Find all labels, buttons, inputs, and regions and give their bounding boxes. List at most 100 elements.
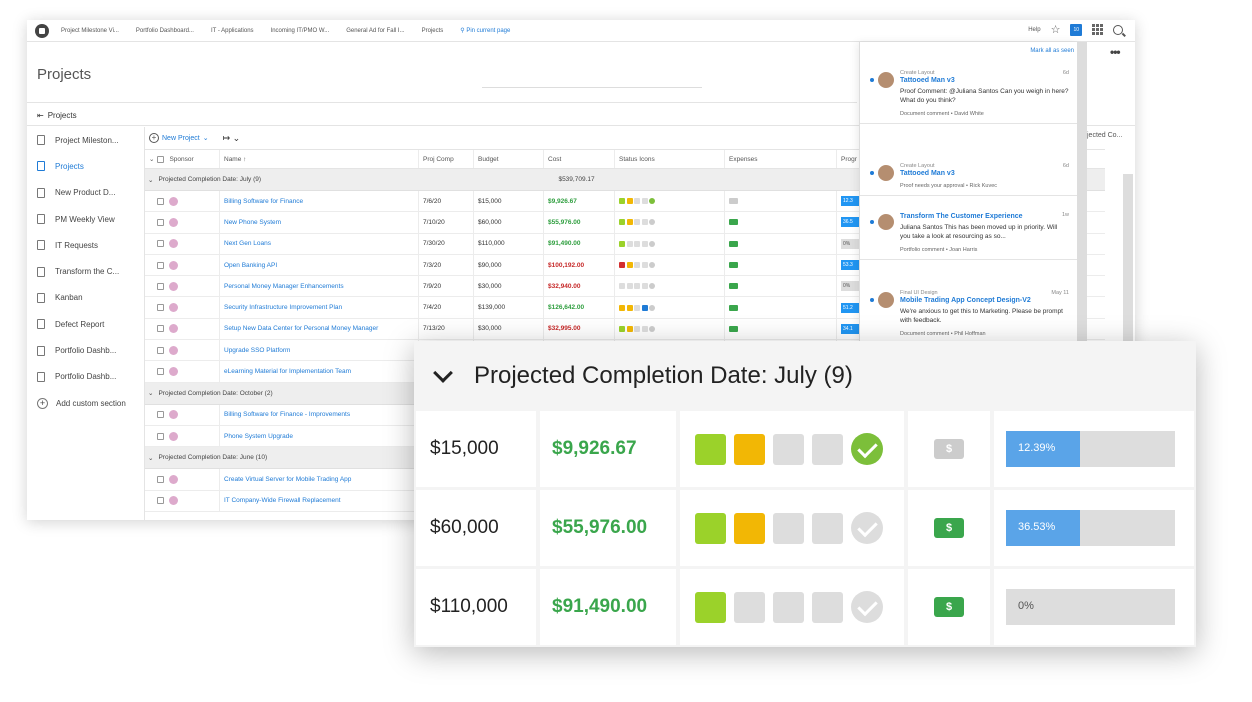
notification-item[interactable]: Create Layout Tattooed Man v3 Proof need… xyxy=(860,155,1079,196)
zoom-table-row[interactable]: $110,000 $91,490.00 $0% xyxy=(414,569,1196,645)
row-checkbox[interactable] xyxy=(157,432,164,440)
row-checkbox[interactable] xyxy=(157,197,164,205)
status-square-icon xyxy=(695,433,726,465)
sidebar-item[interactable]: PM Weekly View xyxy=(27,206,144,232)
sidebar-item[interactable]: Kanban xyxy=(27,285,144,311)
table-row[interactable]: New Phone System 7/10/20 $60,000 $55,976.00… xyxy=(145,212,1105,234)
top-right-tools: Help ☆ 10 xyxy=(1028,23,1123,36)
apps-grid-icon[interactable] xyxy=(1092,24,1103,35)
search-icon[interactable] xyxy=(1113,24,1123,35)
notifications-scrollbar[interactable] xyxy=(1077,42,1087,342)
collapse-sidebar-icon[interactable]: ⇤ xyxy=(37,111,44,120)
notification-title[interactable]: Tattooed Man v3 xyxy=(900,170,955,177)
table-row[interactable]: Open Banking API 7/3/20 $90,000 $100,192.00… xyxy=(145,254,1105,277)
project-link[interactable]: Upgrade SSO Platform xyxy=(224,346,291,354)
app-logo-icon[interactable] xyxy=(35,23,49,38)
document-icon xyxy=(37,214,45,225)
sidebar-item-projects[interactable]: Projects xyxy=(27,153,144,179)
header-name[interactable]: Name ↑ xyxy=(220,150,419,168)
cost-cell: $91,490.00 xyxy=(540,569,676,645)
add-custom-section-button[interactable]: + Add custom section xyxy=(27,390,144,416)
zoom-table-row[interactable]: $60,000 $55,976.00 $36.53% xyxy=(414,490,1196,566)
breadcrumb-label[interactable]: Projects xyxy=(47,111,77,120)
dollar-icon xyxy=(729,262,738,269)
header-proj-comp[interactable]: Proj Comp xyxy=(419,150,474,168)
project-link[interactable]: eLearning Material for Implementation Te… xyxy=(224,368,352,376)
nav-tab[interactable]: General Ad for Fall I... xyxy=(346,27,405,34)
status-square-icon xyxy=(734,512,765,544)
name-cell: New Phone System xyxy=(220,212,419,233)
status-square-icon xyxy=(634,219,640,226)
row-checkbox[interactable] xyxy=(157,497,164,505)
project-link[interactable]: Billing Software for Finance - Improveme… xyxy=(224,411,351,419)
row-checkbox[interactable] xyxy=(157,411,164,419)
sidebar-item[interactable]: New Product D... xyxy=(27,180,144,206)
mark-all-seen-link[interactable]: Mark all as seen xyxy=(1030,48,1074,54)
project-link[interactable]: Security Infrastructure Improvement Plan xyxy=(224,304,343,312)
sidebar-item[interactable]: Project Mileston... xyxy=(27,127,144,153)
project-link[interactable]: Next Gen Loans xyxy=(224,240,271,248)
header-cost[interactable]: Cost xyxy=(544,150,615,168)
sponsor-cell xyxy=(145,254,220,276)
progress-fill xyxy=(1006,431,1080,467)
sidebar-item[interactable]: Defect Report xyxy=(27,311,144,337)
status-square-icon xyxy=(773,591,804,623)
sidebar-item[interactable]: Transform the C... xyxy=(27,258,144,284)
export-icon[interactable]: ↦ ⌄ xyxy=(222,132,241,143)
pin-page-link[interactable]: ⚲ Pin current page xyxy=(460,28,511,34)
project-link[interactable]: New Phone System xyxy=(224,218,282,226)
row-checkbox[interactable] xyxy=(157,240,164,248)
more-options-icon[interactable]: ••• xyxy=(1110,45,1121,59)
header-status-icons[interactable]: Status Icons xyxy=(615,150,725,168)
sponsor-cell xyxy=(145,212,220,233)
cost-cell: $9,926.67 xyxy=(540,411,676,487)
project-link[interactable]: IT Company-Wide Firewall Replacement xyxy=(224,497,341,505)
row-checkbox[interactable] xyxy=(157,218,164,226)
sidebar-item[interactable]: IT Requests xyxy=(27,232,144,258)
notification-title[interactable]: Transform The Customer Experience xyxy=(900,213,1023,220)
nav-tab[interactable]: Project Milestone Vi... xyxy=(61,27,119,34)
sidebar-item[interactable]: Portfolio Dashb... xyxy=(27,364,144,390)
row-checkbox[interactable] xyxy=(157,304,164,312)
notification-item[interactable]: Transform The Customer Experience Julian… xyxy=(860,204,1079,260)
table-row[interactable]: Setup New Data Center for Personal Money… xyxy=(145,318,1105,341)
status-icons-cell xyxy=(680,411,904,487)
nav-tab[interactable]: IT - Applications xyxy=(210,27,254,34)
budget-cell: $90,000 xyxy=(474,254,544,276)
status-square-icon xyxy=(641,219,648,226)
row-checkbox[interactable] xyxy=(157,325,164,333)
help-link[interactable]: Help xyxy=(1028,26,1041,33)
star-icon[interactable]: ☆ xyxy=(1050,24,1061,36)
new-project-button[interactable]: + New Project ⌄ xyxy=(149,133,209,143)
row-checkbox[interactable] xyxy=(157,282,164,290)
select-all-checkbox[interactable] xyxy=(157,155,165,163)
nav-tab[interactable]: Portfolio Dashboard... xyxy=(135,27,194,34)
row-checkbox[interactable] xyxy=(157,346,164,354)
nav-tab[interactable]: Projects xyxy=(421,27,444,34)
row-checkbox[interactable] xyxy=(157,261,164,269)
table-row[interactable]: Billing Software for Finance 7/6/20 $15,00… xyxy=(145,191,1105,213)
row-checkbox[interactable] xyxy=(157,475,164,483)
project-link[interactable]: Open Banking API xyxy=(224,261,278,269)
status-square-icon xyxy=(634,240,640,247)
project-link[interactable]: Create Virtual Server for Mobile Trading… xyxy=(224,475,352,483)
row-checkbox[interactable] xyxy=(157,368,164,376)
notification-title[interactable]: Mobile Trading App Concept Design-V2 xyxy=(900,297,1031,304)
notification-item[interactable]: Final UI Design Mobile Trading App Conce… xyxy=(860,282,1079,344)
notification-item[interactable]: Create Layout Tattooed Man v3 Proof Comm… xyxy=(860,62,1079,124)
project-link[interactable]: Setup New Data Center for Personal Money… xyxy=(224,325,379,333)
project-link[interactable]: Personal Money Manager Enhancements xyxy=(224,282,344,290)
sidebar-item[interactable]: Portfolio Dashb... xyxy=(27,337,144,363)
zoom-group-header[interactable]: Projected Completion Date: July (9) xyxy=(414,341,1196,411)
header-expenses[interactable]: Expenses xyxy=(725,150,837,168)
header-budget[interactable]: Budget xyxy=(474,150,544,168)
progress-bar: 36.5 xyxy=(841,217,861,228)
notifications-badge[interactable]: 10 xyxy=(1070,23,1082,36)
nav-tab[interactable]: Incoming IT/PMO W... xyxy=(270,27,330,34)
notification-title[interactable]: Tattooed Man v3 xyxy=(900,77,955,84)
project-link[interactable]: Phone System Upgrade xyxy=(224,432,294,440)
header-sponsor[interactable]: ⌄ Sponsor xyxy=(145,150,220,168)
check-circle-icon xyxy=(649,262,655,269)
project-link[interactable]: Billing Software for Finance xyxy=(224,197,304,205)
zoom-table-row[interactable]: $15,000 $9,926.67 $12.39% xyxy=(414,411,1196,487)
